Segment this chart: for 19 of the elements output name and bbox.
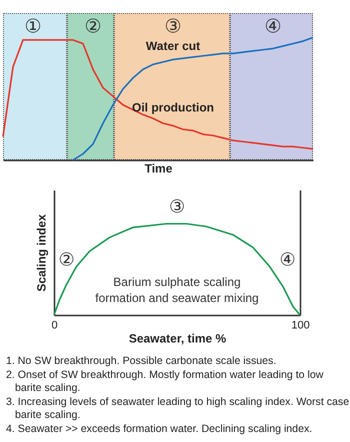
annotation: ④ (280, 249, 296, 270)
text: 3. Increasing levels of seawater leading to high scaling index. Worst case barite scaling. (6, 396, 350, 422)
y-axis-title: Scaling index (34, 214, 48, 292)
text: ③ (164, 16, 182, 38)
text: 2. Onset of SW breakthrough. Mostly formation water leading to low barite scaling. (6, 368, 324, 396)
text: ④ (264, 16, 282, 38)
series-label: Water cut (146, 39, 200, 54)
text: 1. No SW breakthrough. Possible carbonate scale issues. (6, 355, 278, 368)
series-label: Oil production (132, 100, 214, 114)
x-axis-title: Time (144, 162, 173, 176)
x-axis-title: Seawater, time % (128, 332, 227, 346)
text: ③ (169, 196, 185, 216)
text: 4. Seawater >> exceeds formation water. Declining scaling index. (6, 422, 314, 436)
text: ① (24, 16, 42, 38)
x-tick-label: 100 (291, 320, 310, 332)
x-tick-label: 0 (51, 320, 58, 332)
annotation: ② (58, 249, 74, 270)
annotation: Barium sulphate scaling formation and seawater mixing (95, 275, 259, 306)
text: ② (84, 16, 102, 38)
